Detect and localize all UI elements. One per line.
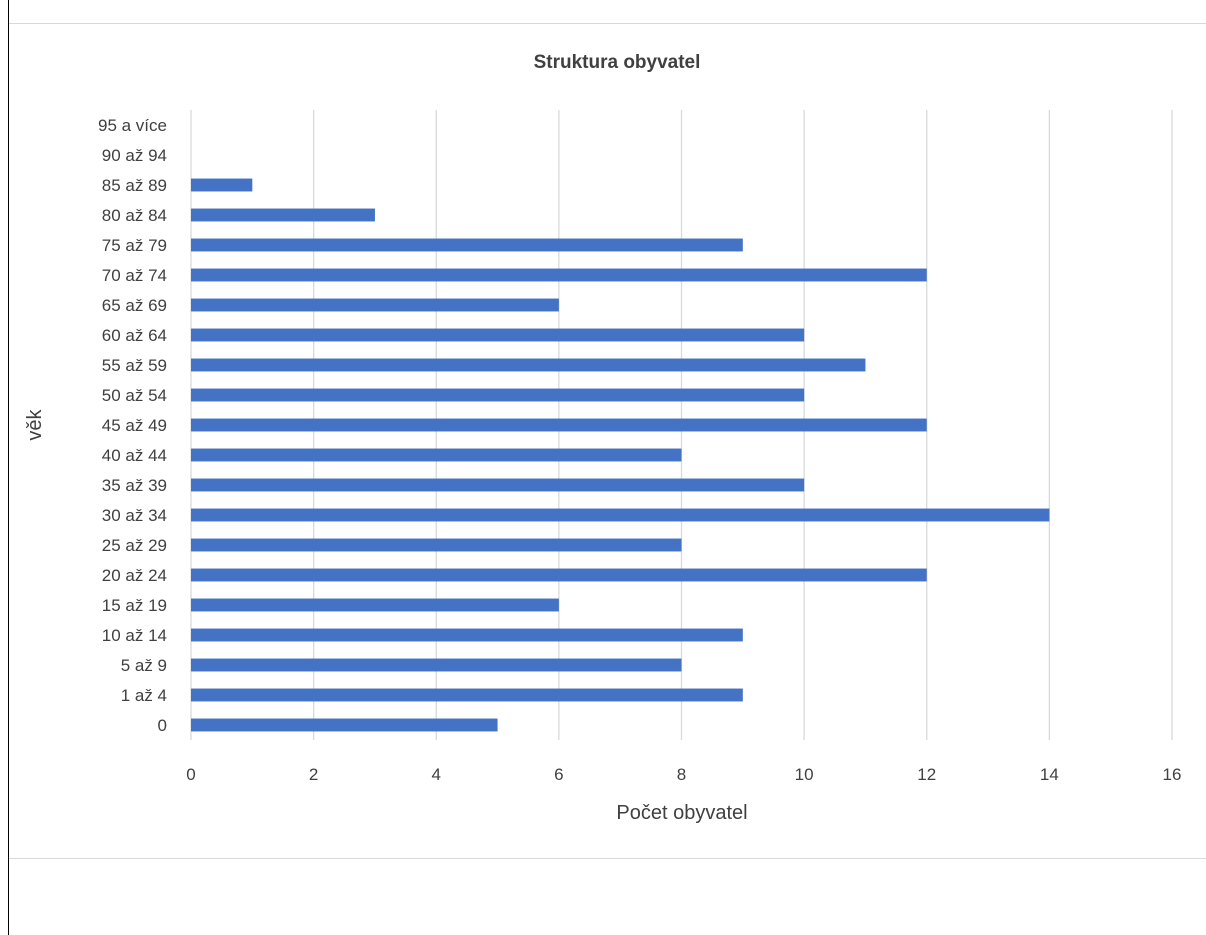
x-tick-label: 8 bbox=[677, 765, 686, 784]
bar-25-až-29 bbox=[191, 538, 682, 552]
bar-1-až-4 bbox=[191, 688, 743, 702]
y-tick-label: 30 až 34 bbox=[102, 506, 167, 525]
y-tick-label: 65 až 69 bbox=[102, 296, 167, 315]
y-tick-label: 45 až 49 bbox=[102, 416, 167, 435]
bar-40-až-44 bbox=[191, 448, 682, 462]
y-tick-label: 90 až 94 bbox=[102, 146, 167, 165]
bar-60-až-64 bbox=[191, 328, 805, 342]
bar-45-až-49 bbox=[191, 418, 927, 432]
bar-20-až-24 bbox=[191, 568, 927, 582]
y-tick-label: 35 až 39 bbox=[102, 476, 167, 495]
x-tick-label: 10 bbox=[795, 765, 814, 784]
y-tick-label: 5 až 9 bbox=[121, 656, 167, 675]
y-tick-label: 60 až 64 bbox=[102, 326, 167, 345]
x-tick-label: 4 bbox=[432, 765, 441, 784]
x-axis-tick-labels: 0 2 4 6 8 10 12 14 16 bbox=[186, 765, 1181, 784]
bar-10-až-14 bbox=[191, 628, 743, 642]
bar-55-až-59 bbox=[191, 358, 866, 372]
x-tick-label: 12 bbox=[917, 765, 936, 784]
bar-35-až-39 bbox=[191, 478, 805, 492]
bar-75-až-79 bbox=[191, 238, 743, 252]
y-tick-label: 80 až 84 bbox=[102, 206, 167, 225]
y-tick-label: 1 až 4 bbox=[121, 686, 167, 705]
bar-50-až-54 bbox=[191, 388, 805, 402]
y-tick-label: 75 až 79 bbox=[102, 236, 167, 255]
bar-5-až-9 bbox=[191, 658, 682, 672]
y-tick-label: 10 až 14 bbox=[102, 626, 167, 645]
x-tick-label: 16 bbox=[1163, 765, 1182, 784]
y-tick-label: 0 bbox=[158, 716, 167, 735]
y-tick-label: 25 až 29 bbox=[102, 536, 167, 555]
y-axis-title: věk bbox=[24, 408, 46, 440]
page-left-border bbox=[8, 0, 9, 935]
y-tick-label: 55 až 59 bbox=[102, 356, 167, 375]
y-tick-label: 70 až 74 bbox=[102, 266, 167, 285]
x-tick-label: 14 bbox=[1040, 765, 1059, 784]
y-tick-label: 95 a více bbox=[98, 116, 167, 135]
bar-30-až-34 bbox=[191, 508, 1050, 522]
y-tick-label: 15 až 19 bbox=[102, 596, 167, 615]
x-tick-label: 0 bbox=[186, 765, 195, 784]
bar-15-až-19 bbox=[191, 598, 559, 612]
bars bbox=[191, 178, 1050, 732]
bar-85-až-89 bbox=[191, 178, 253, 192]
chart-title: Struktura obyvatel bbox=[534, 52, 701, 73]
y-tick-label: 40 až 44 bbox=[102, 446, 167, 465]
bar-70-až-74 bbox=[191, 268, 927, 282]
x-tick-label: 6 bbox=[554, 765, 563, 784]
y-tick-label: 50 až 54 bbox=[102, 386, 167, 405]
bar-80-až-84 bbox=[191, 208, 375, 222]
y-tick-label: 85 až 89 bbox=[102, 176, 167, 195]
x-tick-label: 2 bbox=[309, 765, 318, 784]
x-axis-title: Počet obyvatel bbox=[616, 802, 747, 824]
bar-65-až-69 bbox=[191, 298, 559, 312]
y-tick-label: 20 až 24 bbox=[102, 566, 167, 585]
y-axis-tick-labels: 0 1 až 4 5 až 9 10 až 14 15 až 19 20 až 24 25 … bbox=[98, 116, 167, 735]
bar-0 bbox=[191, 718, 498, 732]
